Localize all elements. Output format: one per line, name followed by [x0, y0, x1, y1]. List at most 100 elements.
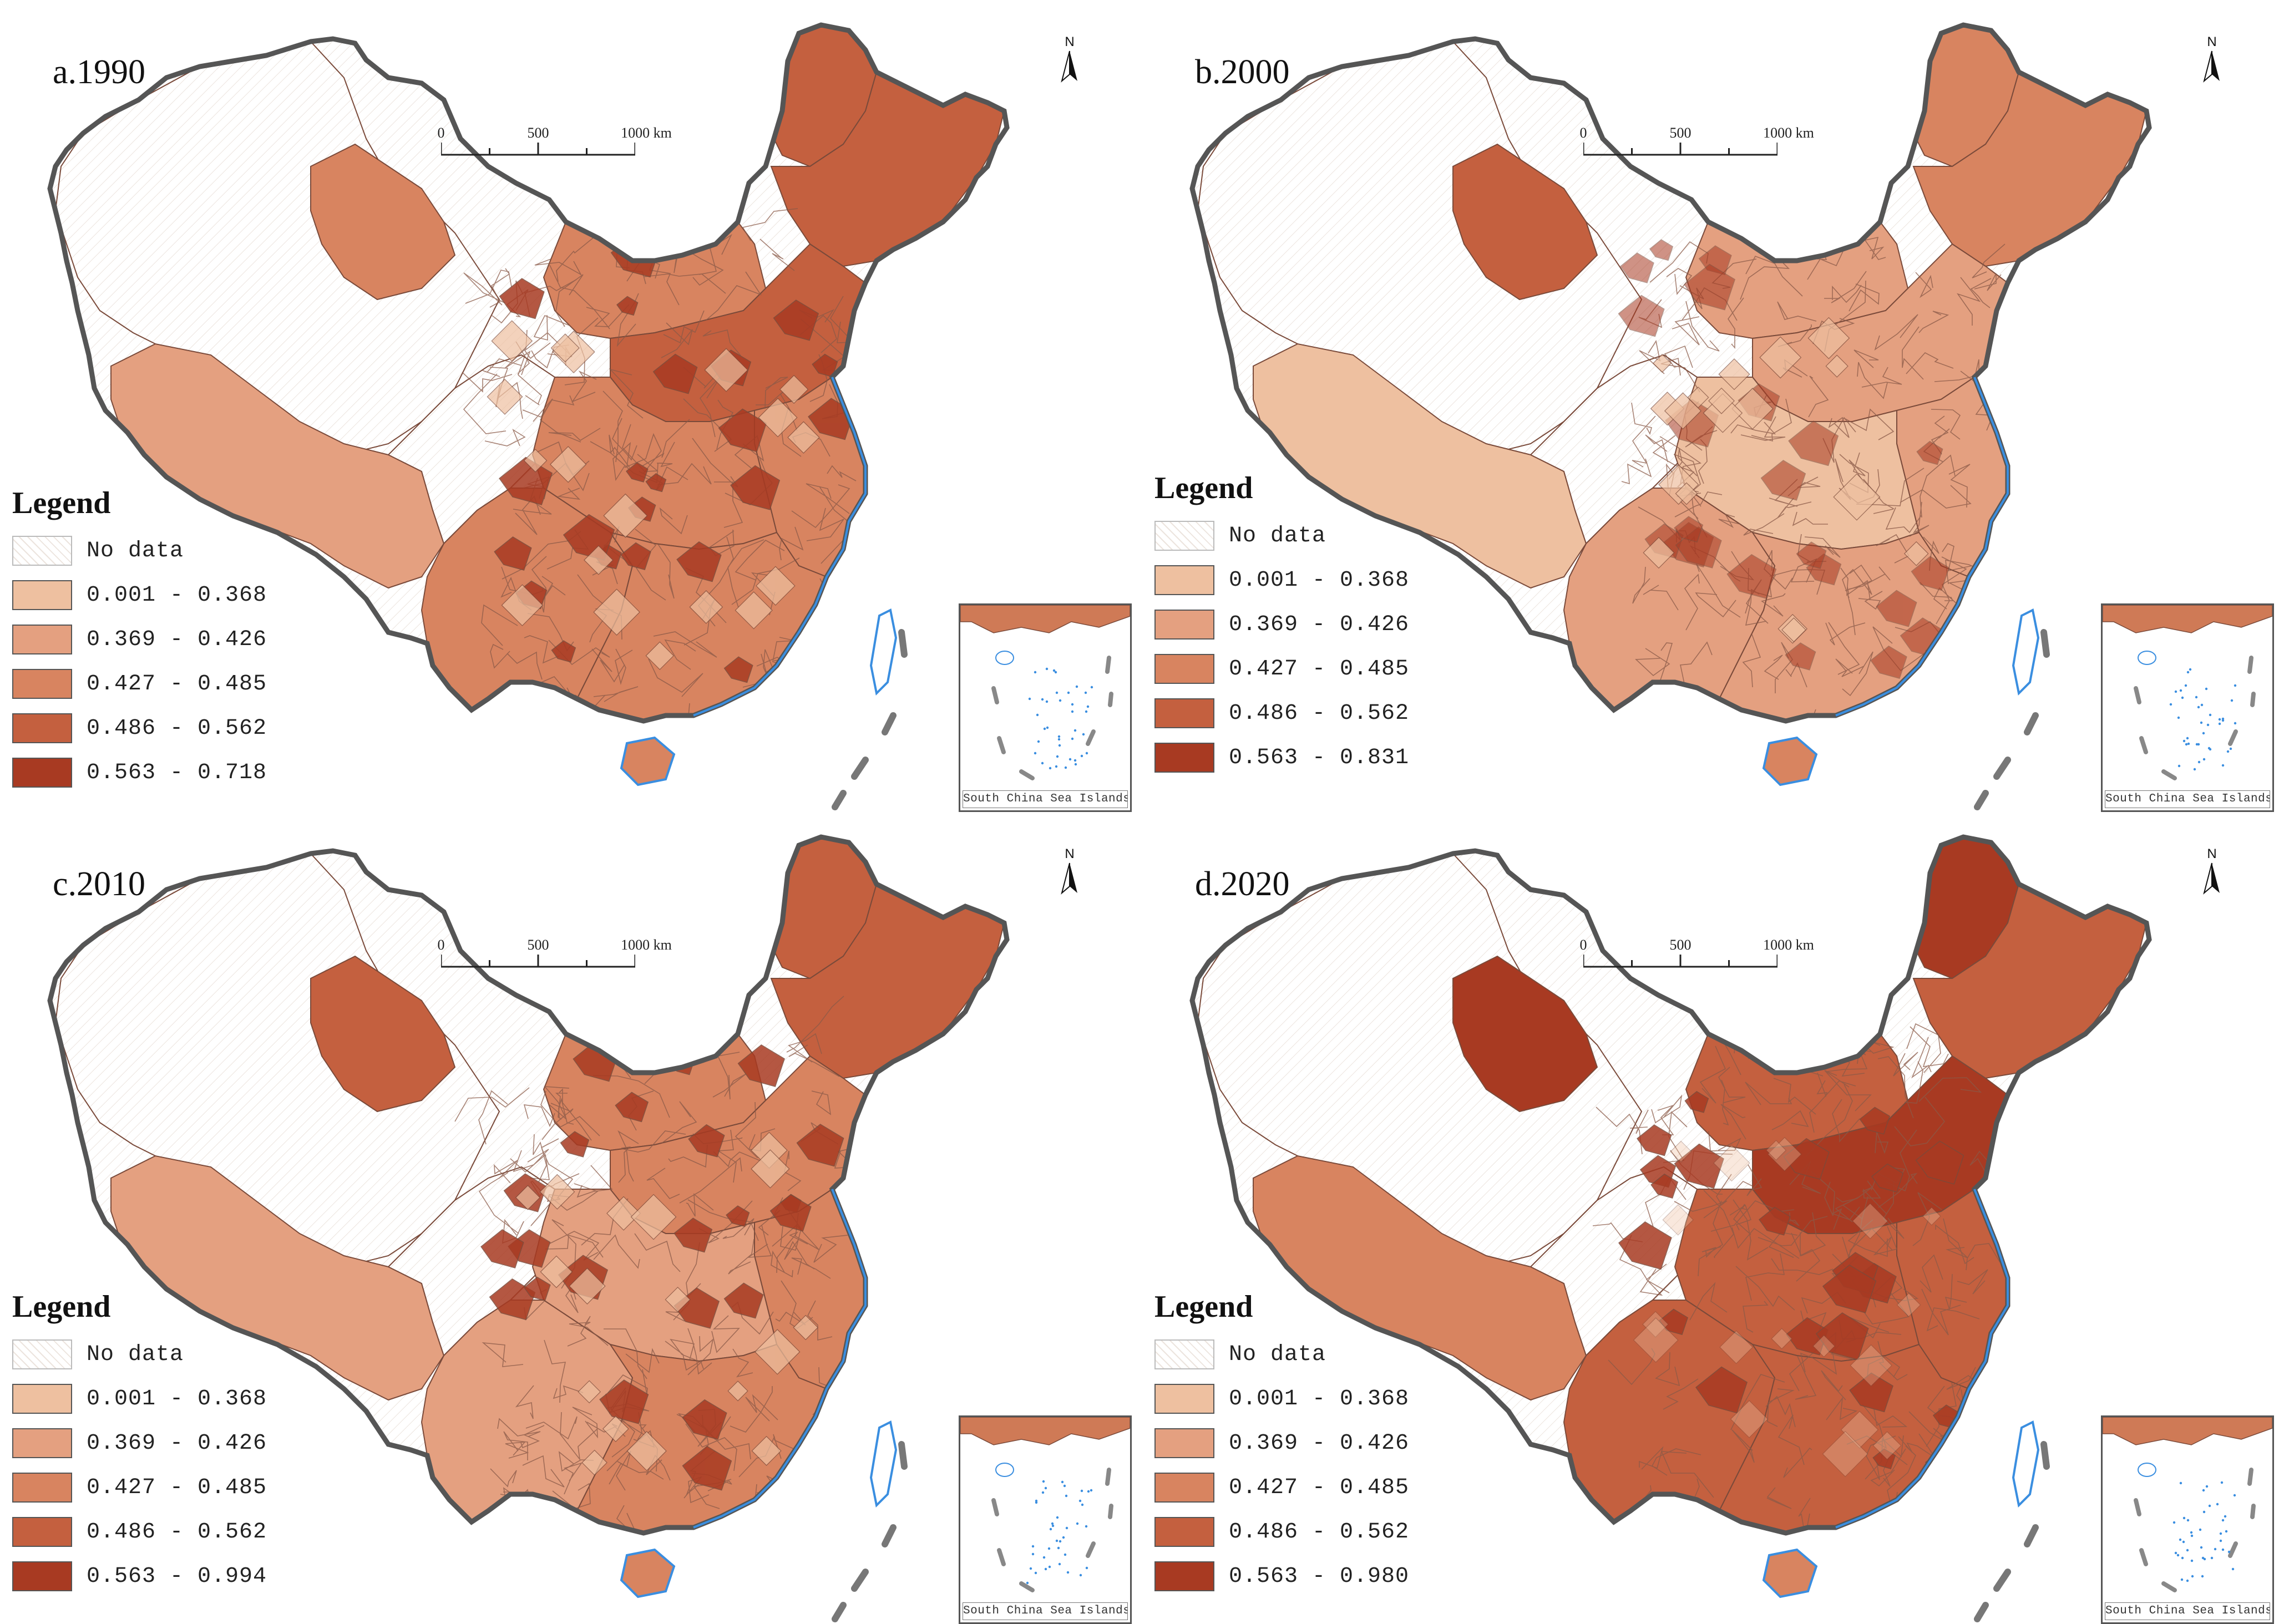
legend-item: 0.369 - 0.426 [1154, 602, 1409, 647]
maritime-dashes [1974, 1441, 2050, 1622]
north-arrow-icon [1061, 862, 1077, 895]
legend-swatch [1154, 1561, 1214, 1591]
legend-swatch [1154, 1517, 1214, 1547]
legend-item: 0.563 - 0.994 [12, 1554, 267, 1598]
legend-label: 0.369 - 0.426 [1229, 612, 1410, 637]
region-xinjiang-north [310, 955, 456, 1113]
south-china-sea-inset: South China Sea Islands [2101, 1415, 2274, 1624]
scale-tick-label: 1000 km [1763, 125, 1814, 141]
legend-item: No data [12, 1332, 267, 1377]
legend-swatch [1154, 743, 1214, 773]
map-panel-2000: b.2000 0 500 1000 km N South China Sea Island… [1142, 0, 2284, 812]
north-arrow-icon [2203, 50, 2220, 83]
china-map [1189, 22, 2152, 810]
legend-swatch [12, 1339, 72, 1369]
north-arrow: N [1059, 34, 1081, 86]
scale-bar: 0 500 1000 km [1579, 125, 1814, 158]
panel-title: d.2020 [1195, 865, 1290, 903]
inset-caption: South China Sea Islands [963, 790, 1128, 808]
legend-swatch [12, 1384, 72, 1414]
coastline [1835, 377, 2009, 717]
inset-caption: South China Sea Islands [963, 1602, 1128, 1620]
legend-swatch [1154, 521, 1214, 551]
taiwan-island [869, 1420, 898, 1508]
inset-caption: South China Sea Islands [2105, 790, 2270, 808]
legend-item: 0.001 - 0.368 [1154, 1377, 1409, 1421]
taiwan-island [869, 608, 898, 696]
scale-tick-label: 500 [527, 125, 549, 141]
china-map [47, 834, 1010, 1622]
legend-item: 0.486 - 0.562 [1154, 1510, 1409, 1554]
legend-item: No data [1154, 1332, 1409, 1377]
legend-swatch [1154, 698, 1214, 728]
legend-item: 0.486 - 0.562 [12, 1510, 267, 1554]
north-label: N [1065, 846, 1075, 861]
legend-label: 0.563 - 0.994 [87, 1564, 267, 1589]
scale-tick-label: 0 [1579, 125, 1587, 141]
north-arrow: N [1059, 846, 1081, 898]
legend-label: No data [1229, 1342, 1326, 1367]
high-value-prefectures [1618, 239, 1950, 679]
legend-swatch [1154, 565, 1214, 595]
legend-item: 0.486 - 0.562 [1154, 691, 1409, 735]
south-china-sea-inset: South China Sea Islands [2101, 603, 2274, 812]
legend-item: 0.563 - 0.831 [1154, 735, 1409, 780]
legend-label: No data [87, 1342, 184, 1367]
panel-title: a.1990 [53, 53, 146, 91]
legend-item: 0.369 - 0.426 [12, 617, 267, 662]
north-label: N [2207, 846, 2217, 861]
scale-bar: 0 500 1000 km [437, 937, 672, 970]
map-panel-1990: a.1990 0 500 1000 km N South China Sea Island… [0, 0, 1142, 812]
maritime-dashes [1974, 629, 2050, 810]
legend-label: 0.001 - 0.368 [1229, 567, 1410, 593]
legend-title: Legend [1154, 471, 1253, 505]
legend-item: 0.001 - 0.368 [12, 1377, 267, 1421]
legend-item: 0.001 - 0.368 [12, 573, 267, 617]
maritime-dashes [832, 629, 908, 810]
legend-label: 0.369 - 0.426 [87, 1430, 267, 1456]
legend-label: 0.486 - 0.562 [1229, 1519, 1410, 1545]
high-value-prefectures [1618, 1091, 1964, 1478]
south-china-sea-inset: South China Sea Islands [959, 1415, 1132, 1624]
legend-swatch [12, 1561, 72, 1591]
scale-tick-label: 500 [1669, 125, 1692, 141]
legend-label: 0.001 - 0.368 [87, 1386, 267, 1412]
legend-title: Legend [12, 1290, 111, 1324]
legend-label: 0.563 - 0.718 [87, 760, 267, 785]
scale-tick-label: 1000 km [621, 937, 672, 953]
legend: Legend No data 0.001 - 0.368 0.369 - 0.426 0… [12, 1289, 267, 1598]
legend-label: 0.001 - 0.368 [1229, 1386, 1410, 1412]
legend-label: 0.486 - 0.562 [87, 715, 267, 741]
legend-label: 0.369 - 0.426 [1229, 1430, 1410, 1456]
legend-item: 0.369 - 0.426 [1154, 1421, 1409, 1465]
legend-item: 0.369 - 0.426 [12, 1421, 267, 1465]
legend-swatch [1154, 1339, 1214, 1369]
scale-tick-label: 500 [1669, 937, 1692, 953]
scale-tick-label: 0 [1579, 937, 1587, 953]
panel-title: c.2010 [53, 865, 146, 903]
legend-item: 0.427 - 0.485 [1154, 647, 1409, 691]
map-panel-2020: d.2020 0 500 1000 km N South China Sea Island… [1142, 812, 2284, 1624]
legend-swatch [12, 713, 72, 743]
legend-item: 0.563 - 0.718 [12, 750, 267, 795]
region-xinjiang-north [310, 143, 456, 301]
legend-label: 0.486 - 0.562 [1229, 701, 1410, 726]
high-value-prefectures [480, 1041, 844, 1491]
scale-bar: 0 500 1000 km [1579, 937, 1814, 970]
north-label: N [2207, 34, 2217, 49]
north-arrow: N [2201, 34, 2223, 86]
legend-swatch [12, 758, 72, 788]
legend-label: 0.427 - 0.485 [87, 1475, 267, 1500]
coastline [693, 1189, 867, 1529]
scale-tick-label: 1000 km [1763, 937, 1814, 953]
legend: Legend No data 0.001 - 0.368 0.369 - 0.426 0… [1154, 1289, 1409, 1598]
legend-swatch [1154, 1473, 1214, 1503]
china-map [47, 22, 1010, 810]
maritime-dashes [832, 1441, 908, 1622]
map-panel-2010: c.2010 0 500 1000 km N South China Sea Island… [0, 812, 1142, 1624]
scale-tick-label: 0 [437, 937, 445, 953]
scale-tick-label: 500 [527, 937, 549, 953]
legend-swatch [12, 625, 72, 654]
legend-item: 0.427 - 0.485 [1154, 1465, 1409, 1510]
legend-swatch [12, 1428, 72, 1458]
